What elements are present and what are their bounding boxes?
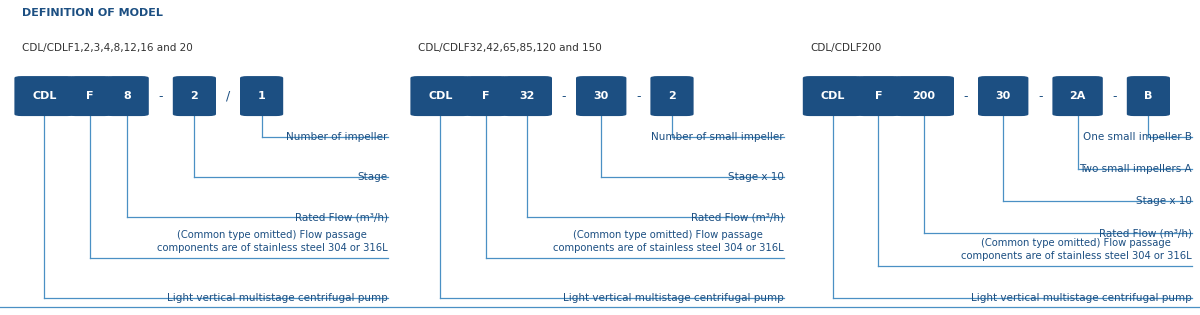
Text: -: -	[158, 89, 163, 103]
Text: 30: 30	[996, 91, 1010, 101]
Text: Number of small impeller: Number of small impeller	[650, 132, 784, 142]
Text: Light vertical multistage centrifugal pump: Light vertical multistage centrifugal pu…	[971, 293, 1192, 303]
FancyBboxPatch shape	[857, 76, 900, 116]
Text: CDL/CDLF1,2,3,4,8,12,16 and 20: CDL/CDLF1,2,3,4,8,12,16 and 20	[22, 43, 192, 53]
FancyBboxPatch shape	[502, 76, 552, 116]
Text: 8: 8	[124, 91, 131, 101]
Text: Two small impellers A: Two small impellers A	[1079, 164, 1192, 174]
FancyBboxPatch shape	[650, 76, 694, 116]
Text: CDL: CDL	[32, 91, 56, 101]
Text: F: F	[482, 91, 490, 101]
Text: B: B	[1145, 91, 1152, 101]
Text: (Common type omitted) Flow passage
components are of stainless steel 304 or 316L: (Common type omitted) Flow passage compo…	[157, 230, 388, 253]
FancyBboxPatch shape	[1127, 76, 1170, 116]
Text: F: F	[875, 91, 882, 101]
Text: CDL: CDL	[821, 91, 845, 101]
Text: 30: 30	[594, 91, 608, 101]
Text: Light vertical multistage centrifugal pump: Light vertical multistage centrifugal pu…	[167, 293, 388, 303]
Text: DEFINITION OF MODEL: DEFINITION OF MODEL	[22, 8, 162, 18]
FancyBboxPatch shape	[576, 76, 626, 116]
Text: 2: 2	[668, 91, 676, 101]
FancyBboxPatch shape	[1052, 76, 1103, 116]
Text: F: F	[86, 91, 94, 101]
Text: CDL/CDLF32,42,65,85,120 and 150: CDL/CDLF32,42,65,85,120 and 150	[418, 43, 601, 53]
Text: (Common type omitted) Flow passage
components are of stainless steel 304 or 316L: (Common type omitted) Flow passage compo…	[553, 230, 784, 253]
Text: CDL: CDL	[428, 91, 452, 101]
Text: One small impeller B: One small impeller B	[1082, 132, 1192, 142]
Text: CDL/CDLF200: CDL/CDLF200	[810, 43, 881, 53]
Text: 32: 32	[520, 91, 534, 101]
Text: Rated Flow (m³/h): Rated Flow (m³/h)	[295, 212, 388, 222]
Text: -: -	[1112, 89, 1117, 103]
Text: /: /	[226, 89, 230, 103]
Text: Stage x 10: Stage x 10	[1135, 196, 1192, 206]
Text: Rated Flow (m³/h): Rated Flow (m³/h)	[1099, 228, 1192, 238]
Text: 1: 1	[258, 91, 265, 101]
Text: 2: 2	[191, 91, 198, 101]
Text: -: -	[1038, 89, 1043, 103]
Text: Rated Flow (m³/h): Rated Flow (m³/h)	[691, 212, 784, 222]
FancyBboxPatch shape	[106, 76, 149, 116]
FancyBboxPatch shape	[410, 76, 470, 116]
Text: 2A: 2A	[1069, 91, 1086, 101]
FancyBboxPatch shape	[68, 76, 112, 116]
Text: -: -	[562, 89, 566, 103]
Text: 200: 200	[912, 91, 936, 101]
Text: -: -	[964, 89, 968, 103]
FancyBboxPatch shape	[464, 76, 508, 116]
FancyBboxPatch shape	[173, 76, 216, 116]
Text: Light vertical multistage centrifugal pump: Light vertical multistage centrifugal pu…	[563, 293, 784, 303]
Text: -: -	[636, 89, 641, 103]
FancyBboxPatch shape	[240, 76, 283, 116]
Text: Stage: Stage	[358, 172, 388, 182]
Text: Stage x 10: Stage x 10	[727, 172, 784, 182]
Text: (Common type omitted) Flow passage
components are of stainless steel 304 or 316L: (Common type omitted) Flow passage compo…	[961, 238, 1192, 261]
FancyBboxPatch shape	[894, 76, 954, 116]
Text: Number of impeller: Number of impeller	[287, 132, 388, 142]
FancyBboxPatch shape	[803, 76, 863, 116]
FancyBboxPatch shape	[978, 76, 1028, 116]
FancyBboxPatch shape	[14, 76, 74, 116]
